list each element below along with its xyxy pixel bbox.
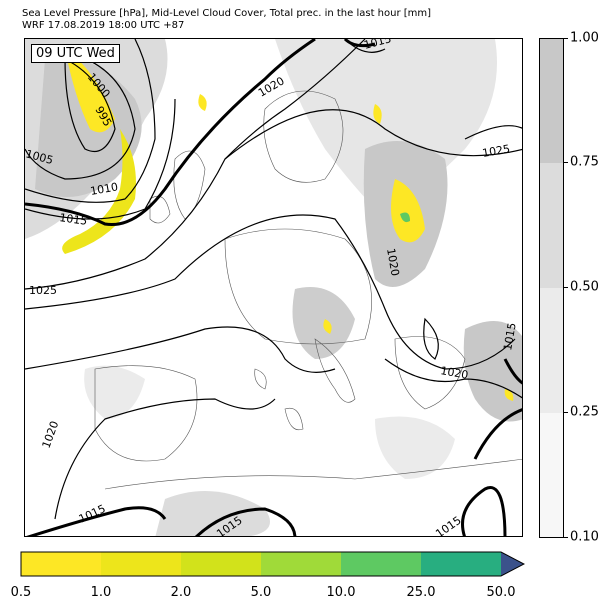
cloud-cover-colorbar: [539, 38, 564, 538]
isobar-label: 1015: [433, 514, 463, 537]
precipitation-colorbar: [20, 551, 525, 577]
cloud-tick-mark: [564, 287, 568, 288]
isobars: [25, 39, 522, 520]
isobar-label: 1010: [89, 180, 119, 198]
map-canvas: 1000 995 1005 1010 1015 1020 1025 1015 1…: [25, 39, 522, 537]
precip-tick-label: 1.0: [90, 585, 112, 600]
precip-tick-label: 50.0: [486, 585, 516, 600]
precip-segment: [181, 552, 261, 576]
isobar-label: 1020: [40, 419, 62, 450]
cloud-tick-mark: [564, 38, 568, 39]
precip-tick-label: 10.0: [326, 585, 356, 600]
precip-colorbar-outline: [20, 551, 525, 577]
weather-map: 1000 995 1005 1010 1015 1020 1025 1015 1…: [24, 38, 523, 537]
map-title: Sea Level Pressure [hPa], Mid-Level Clou…: [22, 8, 432, 19]
cloud-segment-mid-low: [540, 288, 563, 413]
precip-extend-arrow: [501, 552, 524, 576]
isobar-label: 1020: [256, 74, 287, 99]
forecast-time-label: 09 UTC Wed: [31, 44, 120, 63]
cloud-tick-label: 0.10: [570, 529, 599, 545]
cloud-segment-mid-high: [540, 163, 563, 288]
isobar-label: 1025: [481, 142, 511, 160]
isobar-label: 1015: [501, 322, 519, 352]
cloud-tick-label: 0.75: [570, 154, 599, 170]
cloud-tick-mark: [564, 412, 568, 413]
thick-isobars: [25, 39, 522, 536]
map-subtitle: WRF 17.08.2019 18:00 UTC +87: [22, 20, 185, 31]
precip-segment: [21, 552, 101, 576]
isobar-labels: 1000 995 1005 1010 1015 1020 1025 1015 1…: [25, 39, 519, 537]
precip-tick-label: 0.5: [10, 585, 32, 600]
cloud-tick-label: 0.25: [570, 404, 599, 420]
precip-segment: [261, 552, 341, 576]
precip-tick-label: 2.0: [170, 585, 192, 600]
cloud-tick-mark: [564, 537, 568, 538]
cloud-tick-label: 0.50: [570, 279, 599, 295]
precip-segment: [421, 552, 501, 576]
precip-segment: [101, 552, 181, 576]
isobar-label: 1020: [384, 247, 402, 277]
precip-tick-label: 5.0: [250, 585, 272, 600]
cloud-tick-label: 1.00: [570, 30, 599, 46]
cloud-segment-high: [540, 39, 563, 163]
precip-tick-label: 25.0: [406, 585, 436, 600]
cloud-tick-mark: [564, 162, 568, 163]
isobar-label: 1015: [59, 211, 89, 228]
precip-segment: [341, 552, 421, 576]
cloud-segment-low: [540, 413, 563, 537]
isobar-label: 1020: [439, 364, 469, 382]
isobar-label: 1015: [77, 502, 108, 526]
isobar-label: 1025: [29, 284, 57, 297]
